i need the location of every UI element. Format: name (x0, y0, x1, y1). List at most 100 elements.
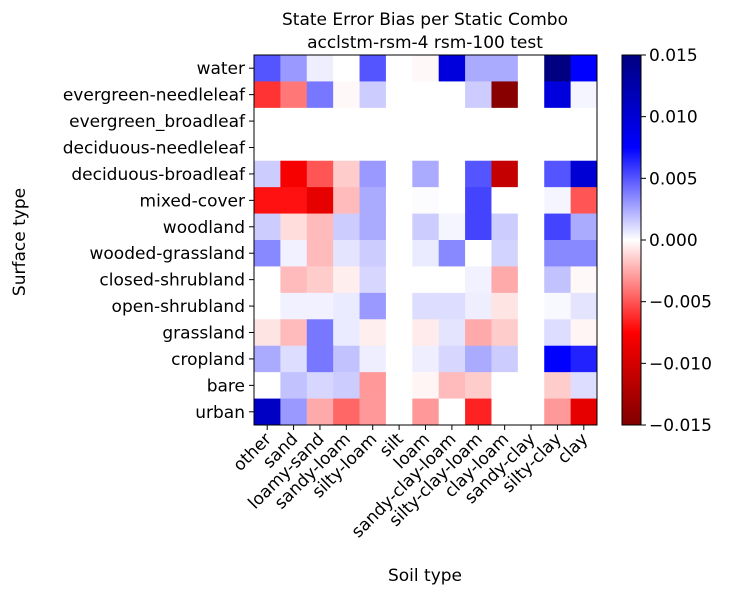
heatmap-cell (385, 81, 413, 109)
heatmap-cell (412, 107, 440, 135)
heatmap-cell (333, 292, 360, 320)
heatmap-cell (385, 345, 413, 373)
heatmap-cell (280, 398, 308, 426)
heatmap-cell (517, 187, 545, 214)
heatmap-cell (254, 372, 281, 399)
heatmap-cell (306, 55, 334, 82)
heatmap-cell (465, 372, 492, 399)
heatmap-cell (280, 240, 308, 267)
colorbar-tick-label: 0.010 (649, 108, 698, 128)
heatmap-cell (517, 160, 545, 188)
heatmap-cell (544, 81, 572, 109)
y-tick-label: deciduous-needleleaf (63, 139, 246, 159)
heatmap-cell (306, 107, 334, 135)
heatmap-cell (280, 81, 308, 109)
heatmap-cell (491, 372, 519, 399)
heatmap-cell (254, 398, 281, 426)
colorbar-tick-label: −0.010 (649, 354, 712, 374)
heatmap-cell (254, 213, 281, 241)
heatmap-cell (517, 266, 545, 294)
heatmap-cell (438, 213, 466, 241)
heatmap-cell (280, 55, 308, 82)
heatmap-cell (306, 187, 334, 214)
heatmap-cell (385, 187, 413, 214)
heatmap-cell (412, 266, 440, 294)
heatmap-cell (359, 134, 387, 162)
heatmap-cell (438, 134, 466, 162)
colorbar-tick-label: 0.005 (649, 169, 698, 189)
heatmap-cell (438, 240, 466, 267)
heatmap-cell (306, 398, 334, 426)
heatmap-cell (412, 187, 440, 214)
heatmap-cell (306, 213, 334, 241)
heatmap-cell (517, 398, 545, 426)
heatmap-cell (306, 372, 334, 399)
heatmap-cell (306, 240, 334, 267)
heatmap-cell (491, 55, 519, 82)
heatmap-cell (465, 292, 492, 320)
heatmap-cell (412, 345, 440, 373)
heatmap-cell (465, 81, 492, 109)
heatmap-cell (517, 345, 545, 373)
heatmap-cell (254, 55, 281, 82)
heatmap-cell (333, 266, 360, 294)
heatmap-cell (412, 213, 440, 241)
x-tick-label: clay (554, 429, 593, 468)
heatmap-cell (359, 55, 387, 82)
heatmap-cell (491, 134, 519, 162)
heatmap-cell (412, 372, 440, 399)
heatmap-cell (280, 292, 308, 320)
heatmap-cell (280, 107, 308, 135)
heatmap-cell (570, 55, 598, 82)
heatmap-cell (333, 213, 360, 241)
heatmap-cell (333, 319, 360, 347)
heatmap-cell (412, 134, 440, 162)
heatmap-cell (254, 81, 281, 109)
heatmap-cell (359, 187, 387, 214)
heatmap-cell (412, 160, 440, 188)
heatmap-cells (254, 55, 598, 426)
heatmap-cell (254, 319, 281, 347)
heatmap-cell (491, 81, 519, 109)
heatmap-cell (570, 134, 598, 162)
heatmap-cell (306, 160, 334, 188)
heatmap-cell (254, 107, 281, 135)
heatmap-cell (254, 266, 281, 294)
heatmap-cell (517, 319, 545, 347)
heatmap-cell (517, 292, 545, 320)
y-tick-label: woodland (163, 218, 245, 238)
heatmap-cell (333, 345, 360, 373)
heatmap-cell (438, 398, 466, 426)
heatmap-cell (254, 345, 281, 373)
heatmap-cell (570, 372, 598, 399)
heatmap-cell (544, 187, 572, 214)
heatmap-cell (465, 240, 492, 267)
heatmap-cell (465, 187, 492, 214)
heatmap-cell (254, 292, 281, 320)
heatmap-cell (544, 107, 572, 135)
heatmap-cell (465, 160, 492, 188)
heatmap-cell (465, 266, 492, 294)
heatmap-cell (254, 160, 281, 188)
heatmap-cell (438, 107, 466, 135)
heatmap-cell (570, 81, 598, 109)
chart-subtitle: acclstm-rsm-4 rsm-100 test (307, 33, 543, 53)
heatmap-cell (306, 81, 334, 109)
heatmap-cell (333, 240, 360, 267)
heatmap-cell (491, 345, 519, 373)
y-tick-label: wooded-grassland (90, 244, 246, 264)
heatmap-cell (385, 134, 413, 162)
heatmap-cell (438, 55, 466, 82)
heatmap-cell (280, 134, 308, 162)
heatmap-cell (412, 292, 440, 320)
heatmap-cell (306, 266, 334, 294)
heatmap-cell (254, 187, 281, 214)
colorbar-tick-label: −0.015 (649, 416, 712, 436)
y-axis-ticks: water evergreen-needleleaf evergreen_broad… (63, 59, 254, 423)
heatmap-cell (517, 213, 545, 241)
heatmap-cell (306, 134, 334, 162)
y-tick-label: cropland (171, 350, 245, 370)
heatmap-cell (306, 345, 334, 373)
heatmap-cell (570, 292, 598, 320)
heatmap-cell (438, 345, 466, 373)
